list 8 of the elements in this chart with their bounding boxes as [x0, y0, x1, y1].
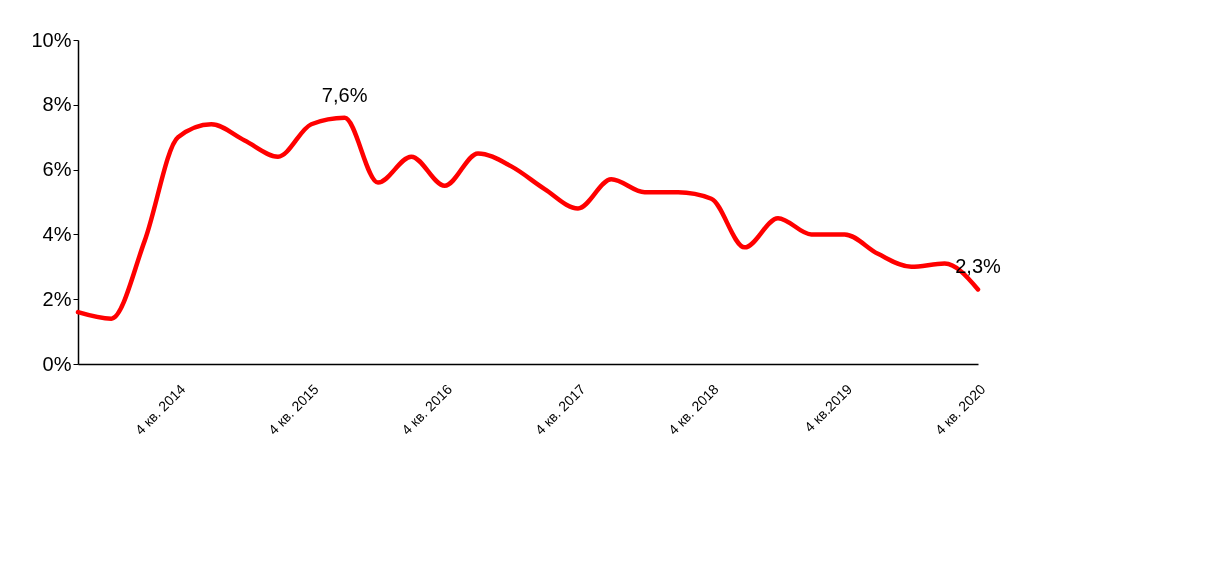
y-tick-label: 4%	[42, 222, 72, 245]
y-tick-label: 0%	[42, 352, 72, 375]
y-tick-label: 8%	[42, 93, 72, 116]
data-label: 2,3%	[955, 255, 1002, 278]
y-tick-label: 2%	[42, 287, 72, 310]
y-tick-label: 10%	[31, 28, 72, 51]
y-tick-label: 6%	[42, 158, 72, 181]
data-label: 7,6%	[321, 83, 368, 106]
